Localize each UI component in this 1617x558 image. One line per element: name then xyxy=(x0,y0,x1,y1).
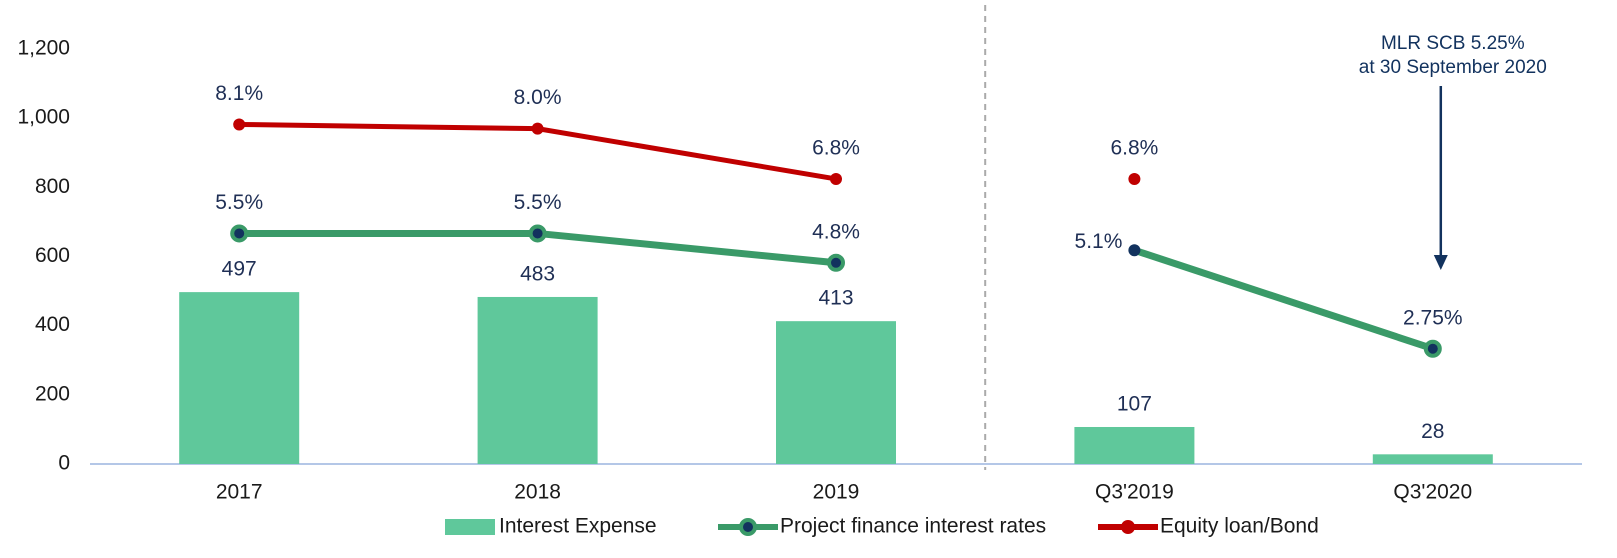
line-value-label: 6.8% xyxy=(1110,136,1158,159)
y-tick-label: 400 xyxy=(35,313,70,336)
y-tick-label: 1,000 xyxy=(17,106,70,129)
marker xyxy=(233,118,246,131)
bar xyxy=(179,292,300,464)
line-value-label: 6.8% xyxy=(812,136,860,159)
bar xyxy=(477,296,598,464)
bar xyxy=(1074,426,1195,464)
bar-value-label: 497 xyxy=(222,258,257,281)
legend-label: Interest Expense xyxy=(499,515,657,538)
bar xyxy=(1372,454,1493,464)
line-value-label: 5.1% xyxy=(1075,230,1123,253)
marker xyxy=(1128,172,1141,185)
line-value-label: 2.75% xyxy=(1403,306,1463,329)
line-value-label: 5.5% xyxy=(514,191,562,214)
annotation: MLR SCB 5.25% xyxy=(1381,33,1525,54)
line-value-label: 8.1% xyxy=(215,82,263,105)
line-value-label: 8.0% xyxy=(514,86,562,109)
x-tick-label: 2018 xyxy=(514,481,561,504)
legend-marker xyxy=(1121,520,1135,534)
y-tick-label: 200 xyxy=(35,382,70,405)
y-tick-label: 600 xyxy=(35,244,70,267)
y-tick-label: 1,200 xyxy=(17,37,70,60)
marker xyxy=(230,224,249,243)
marker xyxy=(1128,244,1141,257)
line xyxy=(1133,246,1434,353)
x-tick-label: 2017 xyxy=(216,481,263,504)
legend-label: Project finance interest rates xyxy=(780,515,1046,538)
marker xyxy=(1423,339,1442,358)
line-value-label: 5.5% xyxy=(215,191,263,214)
annotation-arrowhead xyxy=(1433,255,1448,270)
y-tick-label: 800 xyxy=(35,175,70,198)
bar-value-label: 28 xyxy=(1421,420,1444,443)
x-tick-label: Q3'2020 xyxy=(1393,481,1472,504)
legend-marker xyxy=(739,518,757,536)
bar xyxy=(776,321,896,464)
legend-swatch xyxy=(445,519,495,535)
line-value-label: 4.8% xyxy=(812,220,860,243)
annotation: at 30 September 2020 xyxy=(1359,57,1547,78)
bar-value-label: 483 xyxy=(520,263,555,286)
marker xyxy=(830,172,842,185)
marker xyxy=(827,253,845,272)
x-tick-label: Q3'2019 xyxy=(1095,481,1174,504)
marker xyxy=(531,122,544,135)
legend-label: Equity loan/Bond xyxy=(1160,515,1319,538)
y-tick-label: 0 xyxy=(58,452,70,475)
bar-value-label: 413 xyxy=(818,287,853,310)
x-tick-label: 2019 xyxy=(813,481,860,504)
bar-value-label: 107 xyxy=(1117,393,1152,416)
marker xyxy=(528,224,547,243)
